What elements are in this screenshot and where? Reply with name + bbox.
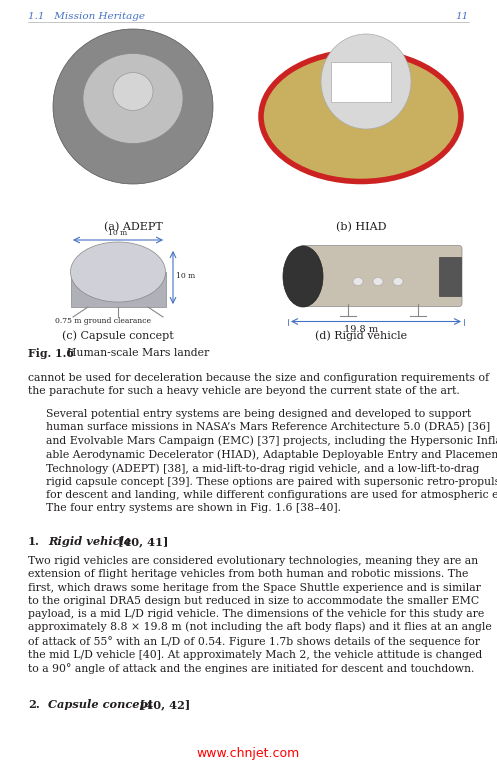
Bar bbox=[28, 233, 238, 320]
Text: (c) Capsule concept: (c) Capsule concept bbox=[62, 330, 174, 340]
Ellipse shape bbox=[321, 34, 411, 129]
Text: cannot be used for deceleration because the size and configuration requirements : cannot be used for deceleration because … bbox=[28, 373, 489, 396]
Text: Rigid vehicle: Rigid vehicle bbox=[48, 536, 131, 547]
Text: Several potential entry systems are being designed and developed to support
huma: Several potential entry systems are bein… bbox=[46, 409, 497, 513]
Text: Two rigid vehicles are considered evolutionary technologies, meaning they are an: Two rigid vehicles are considered evolut… bbox=[28, 556, 492, 674]
Text: 1.: 1. bbox=[28, 536, 40, 547]
Text: 19.8 m: 19.8 m bbox=[344, 325, 378, 333]
Ellipse shape bbox=[261, 51, 461, 181]
Text: 2.: 2. bbox=[28, 699, 40, 710]
Ellipse shape bbox=[373, 277, 383, 285]
Ellipse shape bbox=[353, 277, 363, 285]
Bar bbox=[331, 61, 391, 102]
Ellipse shape bbox=[283, 246, 323, 307]
Text: Human-scale Mars lander: Human-scale Mars lander bbox=[60, 348, 209, 358]
Text: 1.1   Mission Heritage: 1.1 Mission Heritage bbox=[28, 12, 145, 21]
Text: 10 m: 10 m bbox=[176, 273, 195, 281]
Text: (b) HIAD: (b) HIAD bbox=[336, 222, 386, 232]
Bar bbox=[71, 272, 166, 307]
Text: 10 m: 10 m bbox=[108, 229, 128, 237]
Text: [40, 42]: [40, 42] bbox=[136, 699, 190, 710]
Ellipse shape bbox=[53, 29, 213, 184]
Text: [40, 41]: [40, 41] bbox=[114, 536, 168, 547]
Text: 11: 11 bbox=[456, 12, 469, 21]
Text: Capsule concept: Capsule concept bbox=[48, 699, 153, 710]
Bar bbox=[439, 257, 461, 295]
FancyBboxPatch shape bbox=[300, 246, 462, 306]
Ellipse shape bbox=[113, 73, 153, 111]
Ellipse shape bbox=[393, 277, 403, 285]
Text: 0.75 m ground clearance: 0.75 m ground clearance bbox=[55, 317, 151, 325]
Text: Fig. 1.6: Fig. 1.6 bbox=[28, 348, 74, 359]
Text: (a) ADEPT: (a) ADEPT bbox=[104, 222, 163, 232]
Text: (d) Rigid vehicle: (d) Rigid vehicle bbox=[315, 330, 407, 340]
Ellipse shape bbox=[71, 242, 166, 302]
Text: www.chnjet.com: www.chnjet.com bbox=[196, 747, 300, 760]
Ellipse shape bbox=[83, 53, 183, 143]
